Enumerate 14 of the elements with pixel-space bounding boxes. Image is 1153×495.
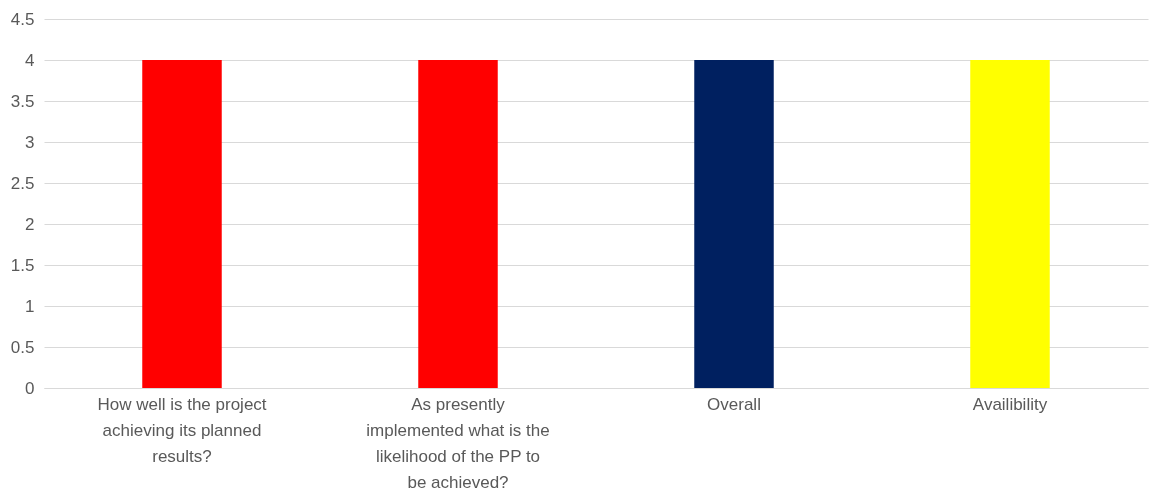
x-tick-label: How well is the project achieving its planned results? xyxy=(97,394,267,466)
y-tick-label: 0.5 xyxy=(10,337,35,357)
y-tick-label: 3 xyxy=(25,132,35,152)
y-tick-label: 3.5 xyxy=(10,91,35,111)
x-tick-label: As presently implemented what is the likelihood of the PP to be achieved? xyxy=(366,394,550,492)
x-tick-label: Overall xyxy=(707,394,761,414)
y-tick-label: 2 xyxy=(25,214,35,234)
y-tick-label: 0 xyxy=(25,378,35,398)
y-tick-label: 4 xyxy=(25,50,35,70)
y-tick-label: 4.5 xyxy=(10,9,35,29)
y-tick-label: 2.5 xyxy=(10,173,35,193)
y-tick-label: 1.5 xyxy=(10,255,35,275)
y-tick-label: 1 xyxy=(25,296,35,316)
x-tick-label: Availibility xyxy=(972,394,1048,414)
